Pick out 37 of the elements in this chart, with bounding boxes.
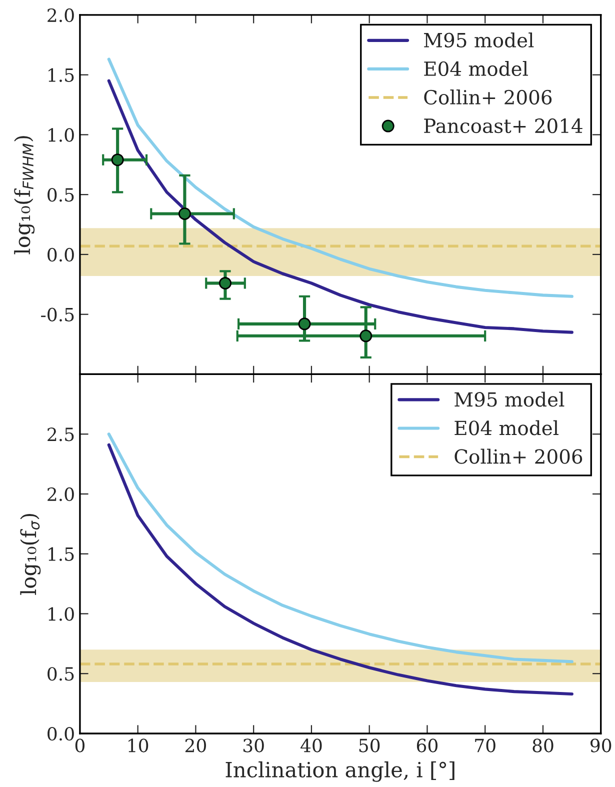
y-tick-label: -0.5	[41, 308, 74, 322]
y-tick-label: 1.5	[48, 547, 74, 561]
x-tick-label: 80	[532, 738, 554, 752]
point	[298, 318, 311, 330]
legend-label: E04 model	[424, 60, 528, 76]
y-tick-label: 2.0	[48, 8, 74, 22]
x-axis-title: Inclination angle, i [°]	[226, 761, 454, 782]
x-tick-label: 70	[475, 738, 496, 752]
legend-label: Pancoast+ 2014	[424, 118, 582, 134]
y-tick-label: 1.0	[48, 128, 74, 142]
legend-label: M95 model	[454, 392, 564, 407]
legend-label: Collin+ 2006	[454, 448, 582, 464]
point	[360, 330, 372, 342]
legend-label: M95 model	[424, 32, 534, 48]
x-tick-label: 0	[75, 738, 84, 752]
y-tick-label: 1.0	[48, 607, 74, 621]
point	[218, 276, 232, 290]
point	[111, 154, 124, 166]
y-tick-label: 0.0	[48, 248, 74, 262]
x-tick-label: 20	[185, 738, 206, 752]
legend-label: Collin+ 2006	[424, 90, 552, 105]
y-tick-label: 2.0	[48, 487, 74, 502]
x-tick-label: 10	[128, 738, 148, 752]
y-axis-title: log₁₀(f$_{FWHM}$)	[14, 136, 35, 254]
y-tick-label: 0.5	[48, 667, 74, 681]
y-tick-label: 2.5	[48, 428, 74, 442]
y-tick-label: 0.5	[48, 188, 74, 202]
legend-label: E04 model	[454, 420, 558, 436]
y-tick-label: 1.5	[48, 68, 74, 82]
x-tick-label: 60	[416, 738, 438, 752]
y-axis-title: log₁₀(f$_{σ}$)	[20, 514, 41, 595]
y-tick-label: 0.0	[48, 726, 74, 741]
point	[178, 207, 191, 220]
x-tick-label: 50	[359, 738, 380, 752]
x-tick-label: 90	[590, 738, 612, 752]
x-tick-label: 30	[243, 738, 264, 752]
x-tick-label: 40	[300, 738, 322, 752]
